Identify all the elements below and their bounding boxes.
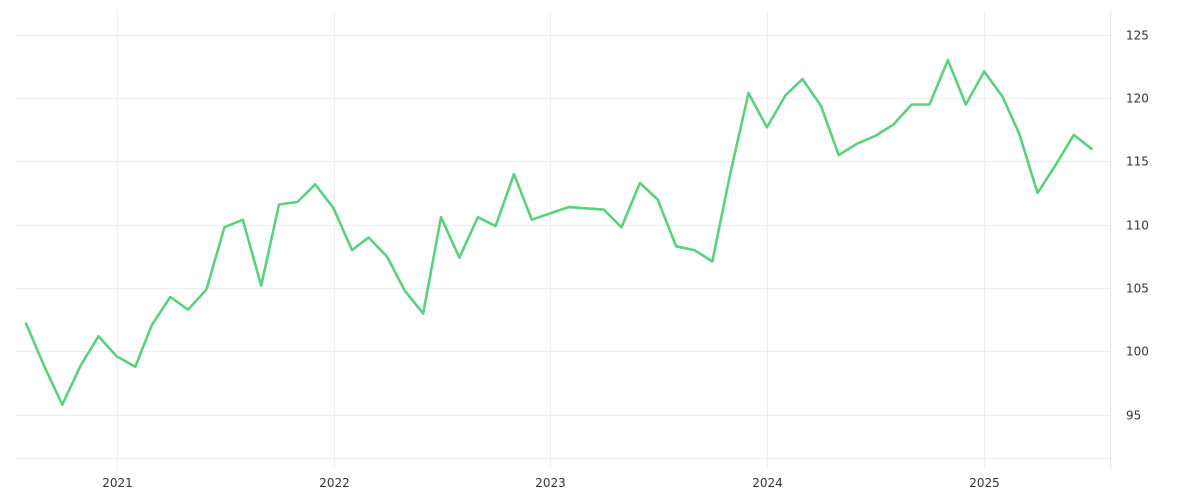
y-tick-label: 100 <box>1126 345 1149 359</box>
y-axis-tick-labels: 95 100 105 110 115 120 125 <box>1126 29 1149 423</box>
x-tick-label: 2024 <box>752 476 783 490</box>
y-tick-label: 110 <box>1126 219 1149 233</box>
series-line-1 <box>24 58 1093 407</box>
y-tick-label: 105 <box>1126 282 1149 296</box>
y-tick-label: 120 <box>1126 92 1149 106</box>
y-tick-label: 115 <box>1126 155 1149 169</box>
x-tick-label: 2025 <box>969 476 1000 490</box>
x-gridlines <box>117 12 985 468</box>
y-tick-label: 125 <box>1126 29 1149 43</box>
x-tick-label: 2023 <box>535 476 566 490</box>
x-axis-tick-labels: 2021 2022 2023 2024 2025 <box>102 476 1000 490</box>
y-gridlines <box>16 35 1110 459</box>
series-group <box>24 58 1093 407</box>
x-tick-label: 2022 <box>319 476 350 490</box>
x-tick-label: 2021 <box>102 476 133 490</box>
y-tick-label: 95 <box>1126 409 1141 423</box>
